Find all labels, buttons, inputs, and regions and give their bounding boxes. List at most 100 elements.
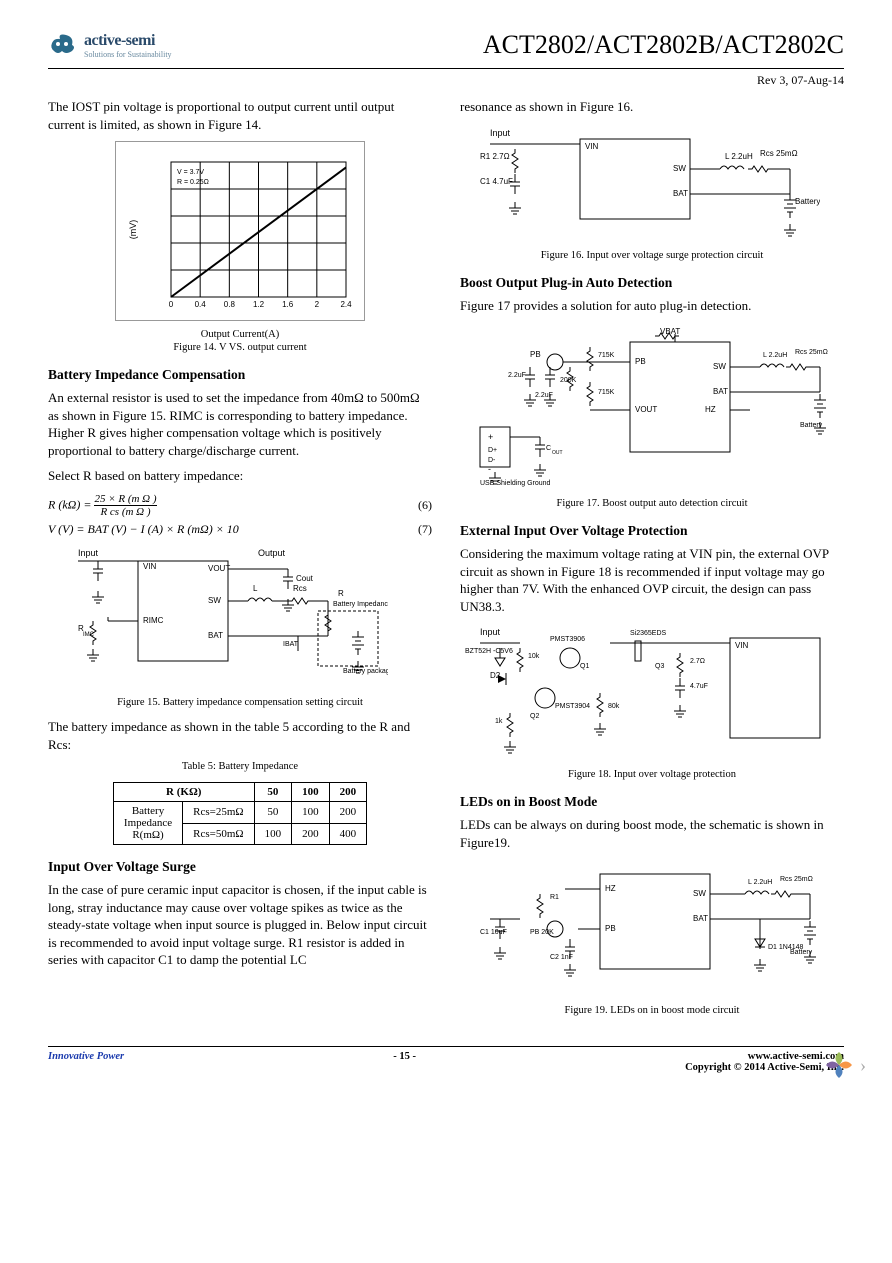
footer-page-number: - 15 - xyxy=(393,1051,416,1073)
svg-text:USB Shielding Ground: USB Shielding Ground xyxy=(480,480,551,487)
svg-text:VIN: VIN xyxy=(735,641,749,650)
svg-text:D+: D+ xyxy=(488,447,497,454)
svg-text:C1 4.7uF: C1 4.7uF xyxy=(480,177,513,186)
svg-text:2: 2 xyxy=(315,300,320,309)
footer-copyright: Copyright © 2014 Active-Semi, Inc. xyxy=(685,1062,844,1073)
after-fig15-p: The battery impedance as shown in the ta… xyxy=(48,718,432,753)
svg-text:Output: Output xyxy=(258,548,286,558)
svg-text:1k: 1k xyxy=(495,718,503,725)
svg-text:Q2: Q2 xyxy=(530,713,539,720)
svg-text:C: C xyxy=(546,445,551,452)
page-footer: Innovative Power - 15 - www.active-semi.… xyxy=(48,1046,844,1073)
svg-text:SW: SW xyxy=(673,164,686,173)
svg-text:BZT52H -C5V6: BZT52H -C5V6 xyxy=(465,648,513,655)
svg-text:Cout: Cout xyxy=(296,574,314,583)
svg-text:80k: 80k xyxy=(608,703,620,710)
figure-14-chart: 00.40.81.21.622.4(mV)V = 3.7VR = 0.25Ω xyxy=(115,141,365,321)
svg-text:VIN: VIN xyxy=(585,142,599,151)
svg-text:R1 2.7Ω: R1 2.7Ω xyxy=(480,152,510,161)
part-number-title: ACT2802/ACT2802B/ACT2802C xyxy=(483,30,844,60)
svg-text:Q3: Q3 xyxy=(655,663,664,670)
leds-p: LEDs can be always on during boost mode,… xyxy=(460,816,844,851)
svg-text:R1: R1 xyxy=(550,894,559,901)
svg-text:1.2: 1.2 xyxy=(253,300,265,309)
batt-imp-p2: Select R based on battery impedance: xyxy=(48,467,432,485)
fig19-caption: Figure 19. LEDs on in boost mode circuit xyxy=(460,1005,844,1016)
svg-text:C2 1nF: C2 1nF xyxy=(550,954,573,961)
heading-battery-impedance: Battery Impedance Compensation xyxy=(48,367,432,383)
eq6-number: (6) xyxy=(418,498,432,513)
svg-text:BAT: BAT xyxy=(673,189,688,198)
viewer-corner-widget: › xyxy=(824,1045,884,1085)
svg-text:SW: SW xyxy=(713,362,726,371)
svg-text:Input: Input xyxy=(78,548,99,558)
cont-para: resonance as shown in Figure 16. xyxy=(460,98,844,116)
viewer-logo-icon xyxy=(824,1050,854,1080)
equation-6: R (kΩ) = 25 × R (m Ω ) R cs (m Ω ) (6) xyxy=(48,493,432,518)
svg-text:Rcs: Rcs xyxy=(293,584,307,593)
svg-text:Input: Input xyxy=(480,627,501,637)
svg-text:R: R xyxy=(338,589,344,598)
svg-text:Rcs 25mΩ: Rcs 25mΩ xyxy=(795,349,828,356)
svg-text:BAT: BAT xyxy=(713,387,728,396)
surge-p: In the case of pure ceramic input capaci… xyxy=(48,881,432,969)
svg-text:715K: 715K xyxy=(598,352,615,359)
heading-input-surge: Input Over Voltage Surge xyxy=(48,859,432,875)
figure-17-circuit: VBATPBPB715K715K200K2.2uF2.2uFVOUTHZSWL … xyxy=(460,322,830,492)
equation-7: V (V) = BAT (V) − I (A) × R (mΩ) × 10 (7… xyxy=(48,522,432,537)
svg-text:SW: SW xyxy=(693,889,706,898)
ext-ovp-p: Considering the maximum voltage rating a… xyxy=(460,545,844,615)
brand-name: active-semi xyxy=(84,32,172,50)
eq6-num: 25 × R (m Ω ) xyxy=(94,493,156,505)
svg-text:IBAT: IBAT xyxy=(283,641,299,648)
fig14-caption: Figure 14. V VS. output current xyxy=(48,342,432,353)
svg-text:Battery: Battery xyxy=(795,197,820,206)
svg-text:0.8: 0.8 xyxy=(224,300,236,309)
left-column: The IOST pin voltage is proportional to … xyxy=(48,94,432,1026)
batt-imp-p1: An external resistor is used to set the … xyxy=(48,389,432,459)
fig15-caption: Figure 15. Battery impedance compensatio… xyxy=(48,697,432,708)
svg-text:Rcs 25mΩ: Rcs 25mΩ xyxy=(760,149,798,158)
svg-text:V = 3.7V: V = 3.7V xyxy=(177,169,204,176)
intro-para: The IOST pin voltage is proportional to … xyxy=(48,98,432,133)
figure-15-circuit: InputVINOutputVOUTCoutSWLRcsRBattery Imp… xyxy=(48,541,388,691)
svg-text:Input: Input xyxy=(490,128,511,138)
eq6-den: R cs (m Ω ) xyxy=(94,505,156,518)
svg-text:0.4: 0.4 xyxy=(195,300,207,309)
svg-text:L 2.2uH: L 2.2uH xyxy=(763,352,787,359)
svg-text:IMC: IMC xyxy=(83,632,95,638)
svg-text:PB: PB xyxy=(530,350,541,359)
svg-text:C1 10uF: C1 10uF xyxy=(480,929,507,936)
svg-text:SW: SW xyxy=(208,596,221,605)
svg-text:Battery package: Battery package xyxy=(343,668,388,675)
heading-ext-ovp: External Input Over Voltage Protection xyxy=(460,523,844,539)
svg-text:10k: 10k xyxy=(528,653,540,660)
svg-text:+: + xyxy=(488,432,493,442)
svg-text:HZ: HZ xyxy=(605,884,616,893)
fig14-xlabel: Output Current(A) xyxy=(48,329,432,340)
table-5: R (KΩ)50100200BatteryImpedanceR(mΩ)Rcs=2… xyxy=(113,782,367,845)
next-page-icon[interactable]: › xyxy=(860,1055,866,1076)
svg-text:VOUT: VOUT xyxy=(208,564,230,573)
brand-tagline: Solutions for Sustainability xyxy=(84,50,172,59)
table5-caption: Table 5: Battery Impedance xyxy=(48,761,432,772)
svg-text:Q1: Q1 xyxy=(580,663,589,670)
svg-text:L 2.2uH: L 2.2uH xyxy=(725,152,753,161)
footer-url: www.active-semi.com xyxy=(685,1051,844,1062)
revision-label: Rev 3, 07-Aug-14 xyxy=(48,73,844,88)
eq6-lhs: R (kΩ) = xyxy=(48,497,91,511)
svg-text:D-: D- xyxy=(488,457,496,464)
heading-boost-detect: Boost Output Plug-in Auto Detection xyxy=(460,275,844,291)
svg-text:PMST3904: PMST3904 xyxy=(555,703,590,710)
svg-text:L 2.2uH: L 2.2uH xyxy=(748,879,772,886)
svg-text:D1 1N4148: D1 1N4148 xyxy=(768,944,804,951)
svg-text:1.6: 1.6 xyxy=(282,300,294,309)
svg-text:-: - xyxy=(488,464,491,474)
heading-leds-boost: LEDs on in Boost Mode xyxy=(460,794,844,810)
fig17-caption: Figure 17. Boost output auto detection c… xyxy=(460,498,844,509)
svg-text:715K: 715K xyxy=(598,389,615,396)
svg-text:Battery Impedance: Battery Impedance xyxy=(333,601,388,608)
svg-text:Battery: Battery xyxy=(800,422,823,429)
right-column: resonance as shown in Figure 16. Input VI… xyxy=(460,94,844,1026)
svg-text:R = 0.25Ω: R = 0.25Ω xyxy=(177,179,209,186)
